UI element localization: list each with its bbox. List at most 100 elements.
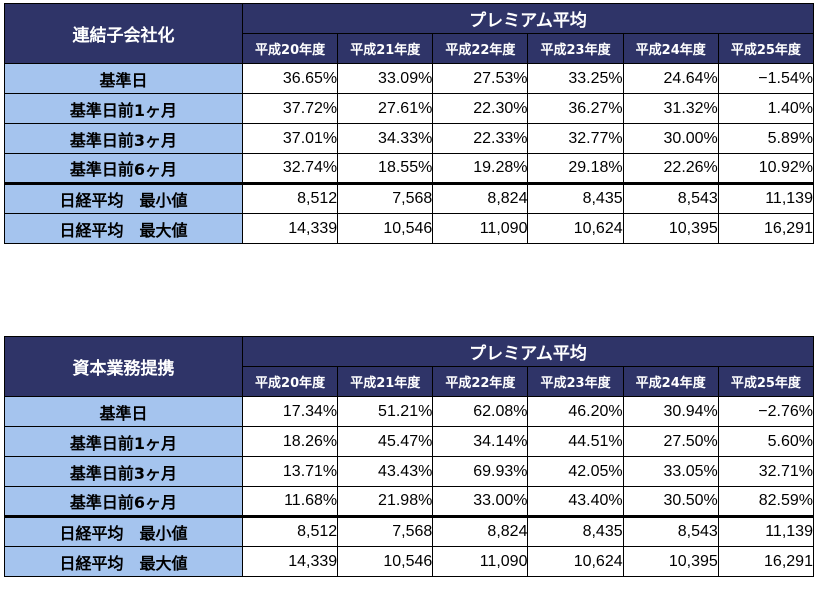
table-title: 連結子会社化	[4, 3, 243, 64]
table-cell: 27.53%	[432, 63, 529, 94]
table-cell: 30.50%	[622, 486, 719, 517]
table-cell: 44.51%	[527, 426, 624, 457]
year-header: 平成21年度	[337, 366, 434, 397]
table-row: 基準日前6ヶ月 32.74% 18.55% 19.28% 29.18% 22.2…	[4, 153, 814, 184]
year-header: 平成25年度	[717, 366, 814, 397]
table-cell: 82.59%	[717, 486, 814, 517]
table-cell: 11,139	[717, 515, 814, 547]
table-row: 基準日 17.34% 51.21% 62.08% 46.20% 30.94% −…	[4, 396, 814, 427]
row-label: 基準日前1ヶ月	[4, 93, 243, 124]
table-cell: 11,090	[432, 546, 529, 577]
table-cell: 8,435	[527, 515, 624, 547]
table-cell: 8,824	[432, 182, 529, 214]
table-cell: 27.50%	[622, 426, 719, 457]
row-label: 日経平均 最小値	[4, 515, 243, 547]
row-label: 基準日	[4, 63, 243, 94]
table-cell: 29.18%	[527, 153, 624, 184]
table-cell: 5.89%	[717, 123, 814, 154]
premium-average-header: プレミアム平均	[242, 336, 814, 367]
table-row: 基準日前6ヶ月 11.68% 21.98% 33.00% 43.40% 30.5…	[4, 486, 814, 517]
subsidiary-premium-table: 連結子会社化 プレミアム平均 平成20年度 平成21年度 平成22年度 平成23…	[4, 3, 814, 244]
table-cell: 7,568	[337, 182, 434, 214]
table-cell: 51.21%	[337, 396, 434, 427]
table-cell: 11,139	[717, 182, 814, 214]
table-cell: 69.93%	[432, 456, 529, 487]
table-row: 基準日前1ヶ月 37.72% 27.61% 22.30% 36.27% 31.3…	[4, 93, 814, 124]
table-cell: 43.43%	[337, 456, 434, 487]
table-cell: 11,090	[432, 213, 529, 244]
table-cell: 43.40%	[527, 486, 624, 517]
table-cell: 16,291	[717, 546, 814, 577]
table-cell: 18.55%	[337, 153, 434, 184]
table-cell: 27.61%	[337, 93, 434, 124]
table-cell: 32.77%	[527, 123, 624, 154]
year-header: 平成25年度	[717, 33, 814, 64]
table-cell: 13.71%	[241, 456, 339, 487]
row-label: 基準日前6ヶ月	[4, 486, 243, 517]
row-label: 日経平均 最小値	[4, 182, 243, 214]
table-cell: 10,624	[527, 546, 624, 577]
table-row: 基準日前3ヶ月 13.71% 43.43% 69.93% 42.05% 33.0…	[4, 456, 814, 487]
table-cell: 24.64%	[622, 63, 719, 94]
table-cell: 19.28%	[432, 153, 529, 184]
table-cell: 10,624	[527, 213, 624, 244]
table-cell: 30.94%	[622, 396, 719, 427]
table-cell: 45.47%	[337, 426, 434, 457]
table-cell: 1.40%	[717, 93, 814, 124]
year-header: 平成23年度	[527, 366, 624, 397]
table-cell: 62.08%	[432, 396, 529, 427]
alliance-premium-table: 資本業務提携 プレミアム平均 平成20年度 平成21年度 平成22年度 平成23…	[4, 336, 814, 577]
table-cell: 10.92%	[717, 153, 814, 184]
table-cell: 21.98%	[337, 486, 434, 517]
year-header: 平成21年度	[337, 33, 434, 64]
row-label: 基準日前3ヶ月	[4, 456, 243, 487]
table-cell: 8,543	[622, 515, 719, 547]
year-header: 平成22年度	[432, 366, 529, 397]
row-label: 日経平均 最大値	[4, 213, 243, 244]
row-label: 基準日前3ヶ月	[4, 123, 243, 154]
table-cell: 11.68%	[241, 486, 339, 517]
table-cell: 30.00%	[622, 123, 719, 154]
table-cell: 31.32%	[622, 93, 719, 124]
table-cell: 37.01%	[241, 123, 339, 154]
table-cell: 36.27%	[527, 93, 624, 124]
table-cell: 14,339	[241, 546, 339, 577]
table-cell: 10,395	[622, 213, 719, 244]
table-cell: 34.14%	[432, 426, 529, 457]
table-row: 基準日前3ヶ月 37.01% 34.33% 22.33% 32.77% 30.0…	[4, 123, 814, 154]
table-title: 資本業務提携	[4, 336, 243, 397]
table-row: 日経平均 最大値 14,339 10,546 11,090 10,624 10,…	[4, 546, 814, 577]
table-cell: 32.74%	[241, 153, 339, 184]
table-cell: 34.33%	[337, 123, 434, 154]
table-cell: 8,543	[622, 182, 719, 214]
row-label: 基準日前6ヶ月	[4, 153, 243, 184]
table-cell: 22.33%	[432, 123, 529, 154]
table-cell: 36.65%	[241, 63, 339, 94]
table-cell: 33.00%	[432, 486, 529, 517]
table-cell: 8,435	[527, 182, 624, 214]
table-row: 日経平均 最小値 8,512 7,568 8,824 8,435 8,543 1…	[4, 182, 814, 214]
table-cell: 37.72%	[241, 93, 339, 124]
table-row: 日経平均 最大値 14,339 10,546 11,090 10,624 10,…	[4, 213, 814, 244]
table-cell: 14,339	[241, 213, 339, 244]
premium-average-header: プレミアム平均	[242, 3, 814, 34]
table-row: 基準日 36.65% 33.09% 27.53% 33.25% 24.64% −…	[4, 63, 814, 94]
table-cell: 17.34%	[241, 396, 339, 427]
year-header: 平成20年度	[241, 366, 339, 397]
table-cell: 22.30%	[432, 93, 529, 124]
year-header: 平成23年度	[527, 33, 624, 64]
year-header: 平成24年度	[622, 366, 719, 397]
row-label: 基準日	[4, 396, 243, 427]
table-cell: 10,546	[337, 546, 434, 577]
year-header: 平成20年度	[241, 33, 339, 64]
table-cell: 8,824	[432, 515, 529, 547]
table-cell: 7,568	[337, 515, 434, 547]
table-cell: −2.76%	[717, 396, 814, 427]
year-header: 平成24年度	[622, 33, 719, 64]
table-cell: −1.54%	[717, 63, 814, 94]
row-label: 基準日前1ヶ月	[4, 426, 243, 457]
table-cell: 33.05%	[622, 456, 719, 487]
table-cell: 10,546	[337, 213, 434, 244]
table-cell: 22.26%	[622, 153, 719, 184]
table-cell: 46.20%	[527, 396, 624, 427]
